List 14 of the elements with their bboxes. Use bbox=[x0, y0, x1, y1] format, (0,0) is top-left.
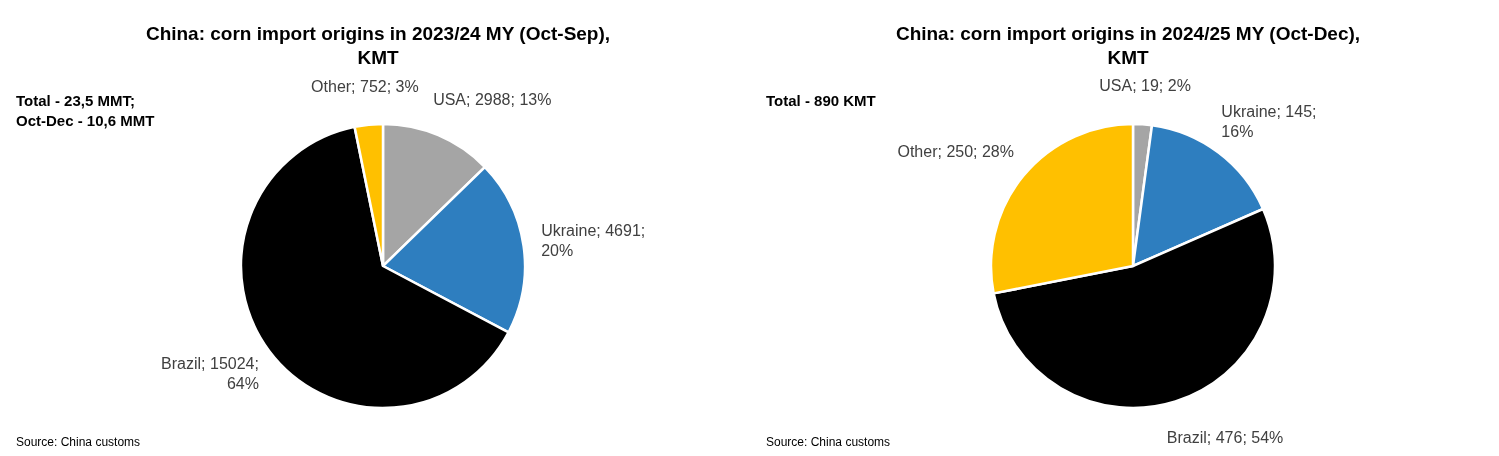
slice-label: Brazil; 476; 54% bbox=[1166, 428, 1284, 446]
text: Total - 23,5 MMT; Oct-Dec - 10,6 MMT bbox=[16, 92, 155, 129]
text: Total - 890 KMT bbox=[766, 92, 876, 109]
slice-label: Ukraine; 4691; 20% bbox=[541, 221, 646, 259]
slice-label: Other; 250; 28% bbox=[897, 142, 1014, 160]
chart-title: China: corn import origins in 2023/24 MY (Oct-Sep), KMT bbox=[145, 23, 611, 68]
slice-label: Other; 752; 3% bbox=[311, 77, 419, 95]
slice-label: Brazil; 15024; 64% bbox=[161, 354, 259, 392]
chart-title: China: corn import origins in 2024/25 MY (Oct-Dec), KMT bbox=[895, 23, 1361, 68]
slice-label: USA; 2988; 13% bbox=[433, 91, 552, 109]
source-note: Source: China customs bbox=[16, 435, 141, 449]
source-note: Source: China customs bbox=[766, 435, 891, 449]
slice-label: Ukraine; 145; 16% bbox=[1221, 103, 1317, 141]
slice-label: USA; 19; 2% bbox=[1099, 77, 1191, 95]
